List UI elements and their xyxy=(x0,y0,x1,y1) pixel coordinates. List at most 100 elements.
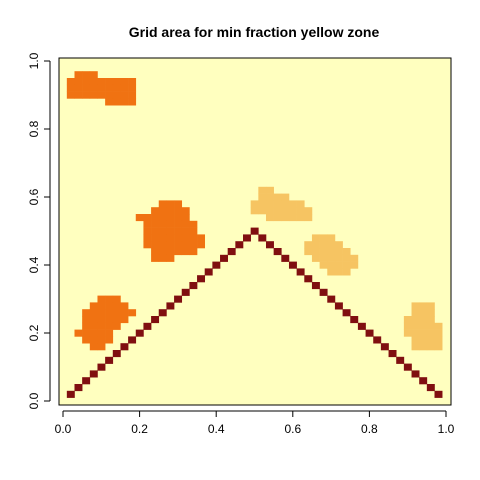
heatmap-cell-light_orange xyxy=(419,302,428,310)
heatmap-cell-light_orange xyxy=(434,329,443,337)
heatmap-cell-dark_orange xyxy=(181,248,190,256)
heatmap-cell-dark_orange xyxy=(120,316,129,324)
heatmap-cell-light_orange xyxy=(403,329,412,337)
x-tick-label: 0.0 xyxy=(55,422,72,436)
diagonal-cell xyxy=(151,316,160,324)
heatmap-cell-light_orange xyxy=(419,309,428,317)
heatmap-cell-light_orange xyxy=(334,261,343,269)
diagonal-cell xyxy=(74,384,83,392)
x-tick-label: 0.4 xyxy=(208,422,225,436)
heatmap-cell-dark_orange xyxy=(112,302,121,310)
heatmap-cell-dark_orange xyxy=(151,227,160,235)
diagonal-cell xyxy=(243,234,251,242)
heatmap-cell-light_orange xyxy=(258,207,267,215)
x-tick-label: 1.0 xyxy=(438,422,455,436)
heatmap-cell-light_orange xyxy=(258,200,267,208)
heatmap-cell-dark_orange xyxy=(97,329,106,337)
heatmap-cell-dark_orange xyxy=(66,84,75,92)
heatmap-cell-dark_orange xyxy=(97,336,106,344)
heatmap-cell-dark_orange xyxy=(105,309,114,317)
heatmap-cell-light_orange xyxy=(419,322,428,330)
heatmap-cell-dark_orange xyxy=(82,316,91,324)
heatmap-cell-dark_orange xyxy=(105,295,114,303)
heatmap-cell-dark_orange xyxy=(74,84,83,92)
diagonal-cell xyxy=(181,288,190,296)
heatmap-cell-dark_orange xyxy=(151,241,160,249)
heatmap-cell-dark_orange xyxy=(105,316,114,324)
heatmap-cell-light_orange xyxy=(304,241,313,249)
heatmap-cell-dark_orange xyxy=(74,78,83,86)
heatmap-cell-light_orange xyxy=(334,254,343,262)
diagonal-cell xyxy=(304,275,313,283)
heatmap-cell-dark_orange xyxy=(89,336,98,344)
heatmap-cell-light_orange xyxy=(350,261,359,269)
heatmap-cell-dark_orange xyxy=(158,254,167,262)
heatmap-cell-dark_orange xyxy=(166,220,175,228)
heatmap-cell-light_orange xyxy=(281,200,290,208)
y-tick-label: 0.2 xyxy=(27,324,41,341)
heatmap-cell-dark_orange xyxy=(151,248,160,256)
heatmap-cell-dark_orange xyxy=(158,248,167,256)
heatmap-cell-light_orange xyxy=(304,248,313,256)
heatmap-cell-light_orange xyxy=(273,207,282,215)
heatmap-cell-light_orange xyxy=(434,336,443,344)
heatmap-cell-light_orange xyxy=(258,186,267,194)
heatmap-cell-dark_orange xyxy=(174,214,183,222)
heatmap-cell-dark_orange xyxy=(174,200,183,208)
y-tick-label: 0.8 xyxy=(27,120,41,137)
diagonal-cell xyxy=(158,309,167,317)
heatmap-cell-dark_orange xyxy=(112,295,121,303)
diagonal-cell xyxy=(380,343,389,351)
diagonal-cell xyxy=(227,248,236,256)
heatmap-cell-light_orange xyxy=(411,336,420,344)
heatmap-cell-dark_orange xyxy=(189,220,198,228)
heatmap-cell-light_orange xyxy=(334,268,343,276)
heatmap-cell-light_orange xyxy=(311,234,320,242)
heatmap-cell-dark_orange xyxy=(128,84,137,92)
diagonal-cell xyxy=(288,261,297,269)
heatmap-cell-dark_orange xyxy=(89,78,98,86)
heatmap-cell-light_orange xyxy=(411,316,420,324)
heatmap-cell-dark_orange xyxy=(166,200,175,208)
diagonal-cell xyxy=(220,254,228,262)
diagonal-cell xyxy=(388,350,397,358)
heatmap-cell-dark_orange xyxy=(174,241,183,249)
heatmap-cell-light_orange xyxy=(258,193,267,201)
heatmap-cell-light_orange xyxy=(419,316,428,324)
heatmap-cell-light_orange xyxy=(426,322,435,330)
y-tick-label: 1.0 xyxy=(27,52,41,69)
heatmap-cell-light_orange xyxy=(426,316,435,324)
heatmap-cell-dark_orange xyxy=(120,98,129,106)
heatmap-cell-dark_orange xyxy=(120,78,129,86)
heatmap-cell-dark_orange xyxy=(112,84,121,92)
diagonal-cell xyxy=(250,227,259,235)
heatmap-cell-light_orange xyxy=(311,248,320,256)
heatmap-cell-dark_orange xyxy=(151,207,160,215)
heatmap-cell-dark_orange xyxy=(158,227,167,235)
heatmap-cell-light_orange xyxy=(273,193,282,201)
diagonal-cell xyxy=(66,390,75,398)
diagonal-cell xyxy=(89,370,98,378)
heatmap-cell-dark_orange xyxy=(135,214,144,222)
diagonal-cell xyxy=(357,322,366,330)
y-tick-label: 0.0 xyxy=(27,392,41,409)
heatmap-cell-light_orange xyxy=(319,234,328,242)
diagonal-cell xyxy=(204,268,213,276)
heatmap-cell-light_orange xyxy=(342,268,351,276)
heatmap-cell-light_orange xyxy=(327,268,336,276)
heatmap-cell-dark_orange xyxy=(174,234,183,242)
diagonal-cell xyxy=(105,356,114,364)
heatmap-cell-light_orange xyxy=(411,322,420,330)
diagonal-cell xyxy=(174,295,183,303)
heatmap-cell-dark_orange xyxy=(97,316,106,324)
diagonal-cell xyxy=(434,390,443,398)
heatmap-cell-dark_orange xyxy=(158,200,167,208)
x-tick-label: 0.6 xyxy=(284,422,301,436)
heatmap-cell-dark_orange xyxy=(174,220,183,228)
heatmap-cell-light_orange xyxy=(350,254,359,262)
heatmap-cell-dark_orange xyxy=(174,248,183,256)
heatmap-cell-dark_orange xyxy=(89,316,98,324)
heatmap-cell-dark_orange xyxy=(112,98,121,106)
heatmap-cell-light_orange xyxy=(265,186,274,194)
